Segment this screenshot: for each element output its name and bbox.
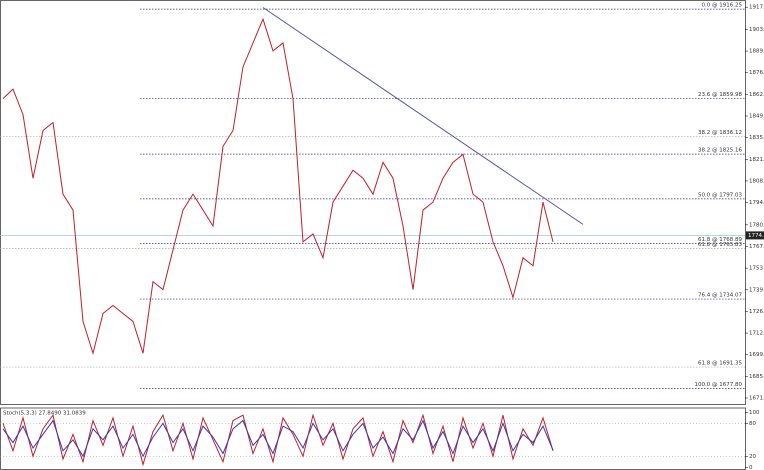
y-tick-label: 1821.90 <box>749 157 764 163</box>
y-tick-label: 1917.50 <box>749 5 764 11</box>
y-tick-label: 1862.70 <box>749 92 764 98</box>
price-tag-label: 1774.08 <box>748 233 764 239</box>
price-panel <box>0 0 746 405</box>
indicator-title: Stoch(5,3,3) 27.8490 31.0839 <box>3 411 86 417</box>
y-tick-label: 1794.70 <box>749 200 764 206</box>
fib-label: 0.0 @ 1916.25 <box>702 3 743 9</box>
fib-label: 50.0 @ 1797.03 <box>698 192 742 198</box>
fib-label: 61.8 @ 1691.35 <box>698 361 742 367</box>
y-tick-label: 1685.50 <box>749 374 764 380</box>
y-tick-label: 1780.70 <box>749 222 764 228</box>
price-tag <box>746 231 764 240</box>
y-tick-label: 1726.30 <box>749 309 764 315</box>
y-tick-label: 0 <box>749 465 753 470</box>
y-tick-label: 1712.70 <box>749 331 764 337</box>
fib-label: 76.4 @ 1734.07 <box>698 293 742 299</box>
fib-label: 23.6 @ 1859.98 <box>698 92 742 98</box>
y-tick-label: 20 <box>749 454 756 460</box>
y-tick-label: 80 <box>749 421 756 427</box>
y-tick-label: 1835.50 <box>749 135 764 141</box>
fib-label: 100.0 @ 1677.80 <box>695 382 743 388</box>
y-tick-label: 1889.90 <box>749 49 764 55</box>
y-tick-label: 100 <box>749 410 760 416</box>
y-tick-label: 1699.10 <box>749 352 764 358</box>
y-tick-label: 1753.50 <box>749 266 764 272</box>
y-tick-label: 1903.50 <box>749 27 764 33</box>
fib-label: 38.2 @ 1825.16 <box>698 148 742 154</box>
y-tick-label: 1808.30 <box>749 178 764 184</box>
series-line <box>2 419 554 458</box>
series-line <box>2 17 554 356</box>
y-tick-label: 1767.10 <box>749 244 764 250</box>
stoch-panel <box>0 407 746 470</box>
fib-label: 61.8 @ 1768.89 <box>698 237 742 243</box>
fib-label: 38.2 @ 1836.12 <box>698 130 742 136</box>
trendline <box>262 7 584 225</box>
y-tick-label: 1876.30 <box>749 70 764 76</box>
y-tick-label: 1849.10 <box>749 114 764 120</box>
fib-label: 61.8 @ 1765.83 <box>698 242 742 248</box>
y-tick-label: 1739.90 <box>749 287 764 293</box>
y-tick-label: 1671.90 <box>749 395 764 401</box>
